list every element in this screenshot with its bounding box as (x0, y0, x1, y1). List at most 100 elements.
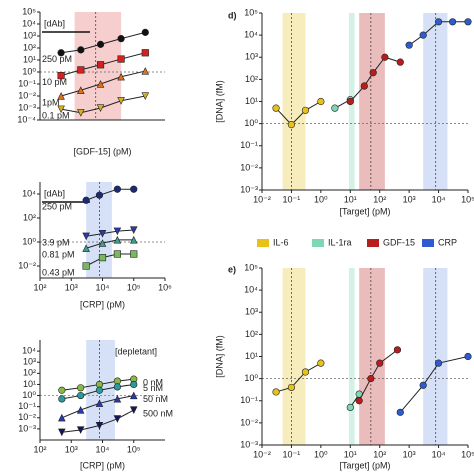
y-tick-label: 10⁰ (22, 390, 36, 400)
range-band (348, 268, 355, 445)
marker (272, 388, 280, 396)
x-tick-label: 10² (33, 282, 46, 292)
marker (113, 227, 122, 236)
marker (129, 406, 138, 414)
y-tick-label: 10⁻³ (240, 184, 258, 194)
y-tick-label: 10⁻² (240, 417, 258, 427)
marker (141, 92, 150, 100)
x-tick-label: 10³ (403, 449, 416, 459)
series-label: 250 pM (42, 202, 72, 212)
x-axis-label: [CRP] (pM) (80, 299, 125, 309)
marker (113, 235, 122, 244)
marker (464, 18, 472, 26)
y-tick-label: 10⁵ (244, 7, 258, 17)
y-tick-label: 10³ (245, 52, 258, 62)
y-tick-label: 10⁰ (244, 373, 258, 383)
marker (77, 46, 85, 54)
marker (117, 72, 125, 81)
x-tick-label: 10⁴ (96, 444, 110, 454)
legend-title: [dAb] (44, 188, 65, 198)
range-band (359, 13, 385, 190)
marker (396, 58, 404, 66)
x-tick-label: 10² (33, 444, 46, 454)
marker (82, 244, 90, 252)
x-tick-label: 10⁵ (127, 444, 141, 454)
legend-title: [depletant] (115, 346, 157, 356)
x-tick-label: 10² (373, 194, 386, 204)
y-tick-label: 10⁵ (22, 6, 36, 16)
y-tick-label: 10⁻¹ (240, 140, 258, 150)
y-tick-label: 10⁻³ (18, 423, 36, 433)
marker (130, 185, 138, 193)
marker (346, 97, 354, 106)
marker (419, 381, 427, 389)
series-line (86, 229, 134, 237)
y-tick-label: 10³ (245, 307, 258, 317)
legend-swatch (257, 239, 269, 247)
range-band (359, 268, 385, 445)
marker (419, 31, 427, 39)
series-label: 50 nM (143, 394, 168, 404)
series-label: 10 pM (42, 77, 67, 87)
marker (130, 380, 138, 389)
x-tick-label: 10⁴ (96, 282, 110, 292)
marker (301, 106, 310, 114)
marker (82, 232, 90, 241)
marker (96, 40, 105, 48)
marker (369, 69, 377, 77)
marker (76, 426, 85, 434)
marker (434, 359, 443, 367)
legend-label: IL-6 (273, 237, 289, 247)
x-tick-label: 10⁵ (461, 194, 474, 204)
marker (367, 375, 375, 383)
y-tick-label: 10⁴ (22, 345, 36, 355)
marker (82, 196, 90, 204)
y-tick-label: 10⁻⁴ (17, 114, 36, 124)
panel-label: e) (228, 264, 236, 274)
marker (95, 191, 104, 199)
range-band (423, 268, 448, 445)
y-tick-label: 10⁰ (22, 236, 36, 246)
marker (449, 18, 457, 26)
marker (301, 368, 310, 376)
marker (77, 109, 85, 117)
marker (96, 104, 105, 112)
marker (113, 394, 122, 403)
marker (434, 18, 443, 26)
marker (381, 53, 389, 61)
y-tick-label: 10⁴ (22, 18, 36, 28)
marker (113, 250, 122, 258)
y-tick-label: 10³ (23, 30, 36, 40)
y-tick-label: 10⁻³ (240, 439, 258, 449)
series-label: 5 nM (143, 383, 163, 393)
y-tick-label: 10⁰ (244, 118, 258, 128)
legend-title: [dAb] (44, 18, 65, 28)
x-axis-label: [Target] (pM) (339, 460, 390, 470)
y-tick-label: 10⁻³ (18, 102, 36, 112)
y-tick-label: 10¹ (245, 96, 258, 106)
y-tick-label: 10⁻² (18, 412, 36, 422)
series-label: 0 nM (143, 378, 163, 388)
x-tick-label: 10⁻¹ (283, 194, 301, 204)
series-label: 500 nM (143, 408, 173, 418)
marker (130, 250, 138, 258)
x-tick-label: 10⁴ (432, 194, 446, 204)
y-tick-label: 10⁻² (18, 260, 36, 270)
y-tick-label: 10¹ (23, 54, 36, 64)
series-label: 3.9 pM (42, 238, 70, 248)
series-line (86, 239, 134, 249)
range-band (423, 13, 448, 190)
marker (331, 104, 339, 112)
y-tick-label: 10¹ (245, 351, 258, 361)
marker (113, 383, 122, 391)
x-tick-label: 10⁰ (314, 449, 328, 459)
series-line (275, 362, 322, 393)
x-axis-label: [CRP] (pM) (80, 460, 125, 470)
marker (77, 384, 85, 392)
marker (98, 254, 107, 262)
y-tick-label: 10¹ (23, 379, 36, 389)
y-tick-label: 10⁴ (244, 30, 258, 40)
x-tick-label: 10² (373, 449, 386, 459)
marker (76, 406, 85, 414)
y-tick-label: 10² (23, 42, 36, 52)
